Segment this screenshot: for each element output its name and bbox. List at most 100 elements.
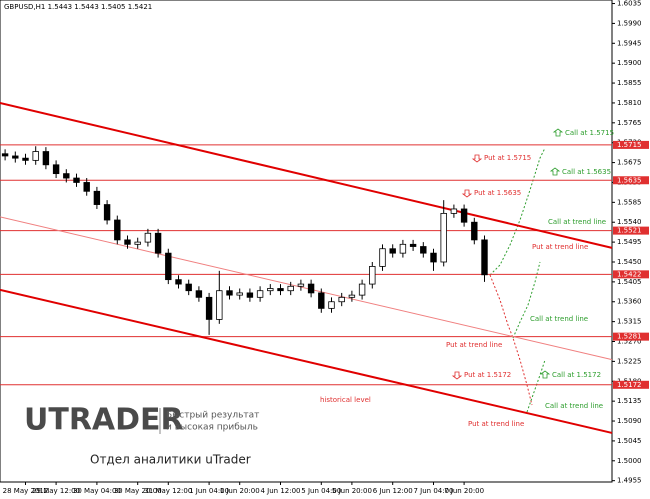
- annotation: Put at 1.5715: [484, 154, 531, 162]
- candle-body: [236, 292, 243, 296]
- candle-body: [328, 301, 335, 309]
- y-tick-label: 1.5450: [617, 258, 642, 266]
- y-tick-label: 1.5315: [617, 318, 642, 326]
- candle-body: [399, 243, 407, 254]
- x-tick-label: 5 Jun 04:00: [301, 487, 341, 495]
- chart-title: GBPUSD,H1 1.5443 1.5443 1.5405 1.5421: [4, 3, 152, 11]
- signal-icon: [461, 189, 473, 198]
- trend-line: [0, 101, 613, 249]
- level-label: 1.5715: [617, 141, 642, 149]
- x-tick-label: 30 May 04:00: [73, 487, 121, 495]
- annotation: Put at 1.5635: [474, 189, 521, 197]
- annotation: Call at trend line: [530, 315, 588, 323]
- candle-body: [338, 296, 345, 303]
- candle-body: [389, 248, 396, 254]
- x-tick-label: 4 Jun 12:00: [260, 487, 300, 495]
- candle-body: [277, 288, 284, 292]
- x-tick-label: 31 May 12:00: [144, 487, 192, 495]
- y-tick-label: 1.5675: [617, 159, 642, 167]
- annotation: historical level: [320, 396, 371, 404]
- annotation: Put at trend line: [532, 243, 588, 251]
- tagline: Быстрый результат: [166, 411, 259, 421]
- annotation: Call at trend line: [548, 218, 606, 226]
- x-tick-label: 1 Jun 04:00: [189, 487, 229, 495]
- candle-body: [358, 283, 366, 296]
- logo-text: UTRADER: [24, 403, 184, 438]
- candle-body: [73, 177, 80, 183]
- candle-body: [175, 279, 182, 285]
- y-tick-label: 1.5225: [617, 357, 642, 365]
- signal-icon: [539, 370, 551, 379]
- candle-body: [22, 157, 29, 161]
- annotation: Call at 1.5172: [552, 371, 601, 379]
- candle-body: [144, 232, 152, 243]
- candle-body: [460, 208, 468, 223]
- y-tick-label: 1.5045: [617, 437, 642, 445]
- candle-body: [307, 283, 315, 294]
- y-tick-label: 1.6035: [617, 0, 642, 8]
- candle-body: [256, 290, 264, 298]
- candle-body: [440, 212, 447, 263]
- candle-body: [114, 219, 121, 241]
- candle-body: [32, 151, 39, 161]
- y-tick-label: 1.5810: [617, 99, 642, 107]
- trend-line: [0, 216, 613, 361]
- candle-body: [420, 246, 427, 254]
- x-tick-label: 7 Jun 20:00: [444, 487, 484, 495]
- candle-body: [195, 290, 203, 298]
- level-label-box: [613, 176, 649, 185]
- level-label: 1.5635: [617, 176, 642, 184]
- candle-body: [124, 239, 131, 245]
- level-label-box: [613, 140, 649, 149]
- candle-body: [42, 151, 50, 166]
- y-tick-label: 1.5855: [617, 79, 642, 87]
- x-tick-label: 28 May 2012: [3, 487, 49, 495]
- y-tick-label: 1.5585: [617, 198, 642, 206]
- level-label-box: [613, 270, 649, 279]
- candle-body: [481, 239, 488, 276]
- level-label-box: [613, 226, 649, 235]
- annotation: Call at trend line: [545, 402, 603, 410]
- candle-body: [287, 285, 294, 292]
- x-tick-label: 1 Jun 20:00: [220, 487, 260, 495]
- candle-body: [93, 190, 101, 205]
- candle-body: [205, 296, 213, 320]
- y-tick-label: 1.5945: [617, 39, 642, 47]
- candle-body: [134, 241, 141, 245]
- annotation: Put at 1.5172: [464, 371, 511, 379]
- candle-body: [52, 164, 60, 175]
- y-tick-label: 1.5495: [617, 238, 642, 246]
- y-tick-label: 1.5000: [617, 457, 642, 465]
- signal-icon: [451, 371, 463, 380]
- candle-body: [409, 243, 417, 247]
- y-tick-label: 1.5765: [617, 119, 642, 127]
- candle-body: [226, 290, 233, 296]
- candle-body: [246, 292, 254, 298]
- trend-line: [0, 288, 613, 434]
- level-label: 1.5422: [617, 270, 642, 278]
- candle-body: [216, 290, 223, 320]
- y-tick-label: 1.5270: [617, 338, 642, 346]
- candle-body: [185, 283, 192, 292]
- signal-icon: [471, 154, 483, 163]
- candle-body: [369, 266, 376, 285]
- annotation: Call at 1.5635: [562, 168, 611, 176]
- footer: Отдел аналитики uTrader: [90, 453, 251, 467]
- y-tick-label: 1.5090: [617, 417, 642, 425]
- x-tick-label: 29 May 12:00: [32, 487, 80, 495]
- y-tick-label: 1.5900: [617, 59, 642, 67]
- level-label: 1.5521: [617, 227, 642, 235]
- y-tick-label: 1.5405: [617, 278, 642, 286]
- annotation: Put at trend line: [468, 420, 524, 428]
- candle-body: [267, 288, 274, 292]
- logo: UTRADER Быстрый результат и высокая приб…: [24, 403, 259, 467]
- candle-body: [379, 248, 386, 267]
- candle-body: [63, 173, 70, 179]
- candle-body: [430, 252, 437, 263]
- candle-body: [83, 182, 90, 192]
- x-tick-label: 6 Jun 12:00: [373, 487, 413, 495]
- y-tick-label: 1.5135: [617, 397, 642, 405]
- level-label: 1.5281: [617, 333, 642, 341]
- x-tick-label: 5 Jun 20:00: [332, 487, 372, 495]
- y-tick-label: 1.4955: [617, 477, 642, 485]
